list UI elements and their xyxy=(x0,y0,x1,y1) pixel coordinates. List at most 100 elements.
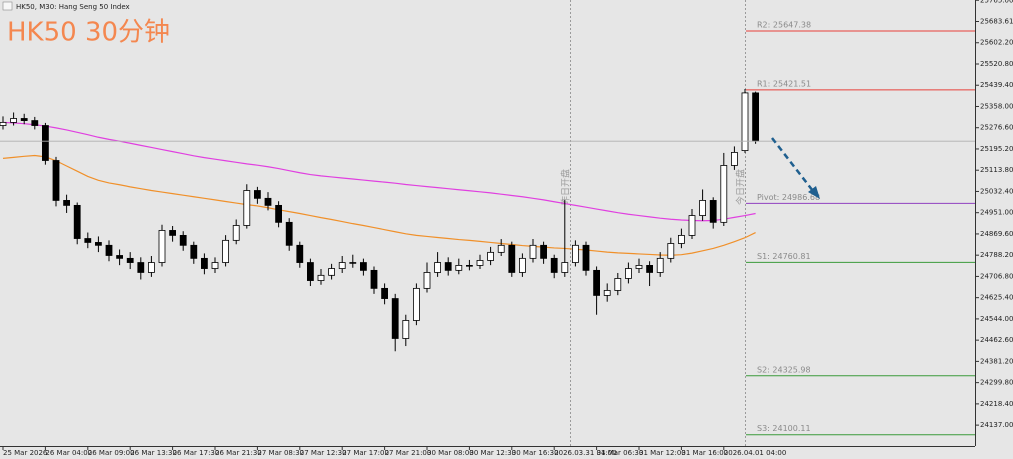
y-tick-label: 25032.40 xyxy=(980,187,1013,195)
candle-body xyxy=(10,118,18,123)
candle-body xyxy=(720,165,728,223)
candle-body xyxy=(232,225,240,241)
candle-body xyxy=(296,244,304,263)
candle-body xyxy=(667,243,675,259)
y-tick-label: 25520.80 xyxy=(980,60,1013,68)
x-tick-label: 27 Mar 17:00 xyxy=(342,449,389,457)
candle-body xyxy=(508,244,516,273)
y-tick-label: 24218.40 xyxy=(980,400,1013,408)
candle-body xyxy=(593,269,600,296)
candle-body xyxy=(519,257,526,273)
pivot-label: R1: 25421.51 xyxy=(757,79,811,88)
forecast-arrowhead xyxy=(808,186,820,199)
y-tick-label: 25113.80 xyxy=(980,166,1013,174)
candle-body xyxy=(105,244,113,256)
candle-body xyxy=(423,272,431,289)
candle-body xyxy=(497,244,505,253)
y-tick-label: 24706.80 xyxy=(980,272,1013,280)
x-tick-label: 27 Mar 21:00 xyxy=(385,449,432,457)
candle-body xyxy=(275,204,283,223)
candle-body xyxy=(328,268,336,276)
candle-body xyxy=(370,269,378,289)
candle-body xyxy=(253,190,261,199)
x-tick-label: 31 Mar 06:30 xyxy=(597,449,644,457)
plot-area: R2: 25647.38 R1: 25421.51 Pivot: 24986.68 S… xyxy=(0,20,975,436)
candle-body xyxy=(752,92,759,142)
pivot-label: S3: 24100.11 xyxy=(757,424,811,433)
candle-body xyxy=(52,160,60,201)
x-tick-label: 30 Mar 12:30 xyxy=(469,449,516,457)
candle-body xyxy=(709,200,717,223)
candle-body xyxy=(391,298,399,339)
candle-body xyxy=(264,197,272,206)
candle-body xyxy=(625,268,632,279)
candle-body xyxy=(190,244,198,259)
candle-body xyxy=(137,262,145,273)
pivot-label: R2: 25647.38 xyxy=(757,20,811,29)
candle-body xyxy=(158,230,166,263)
candle-body xyxy=(147,262,155,273)
candle-body xyxy=(465,265,473,267)
y-tick-label: 24462.60 xyxy=(980,336,1013,344)
candle-body xyxy=(73,204,81,239)
x-tick-label: 30 Mar 08:00 xyxy=(427,449,474,457)
y-tick-label: 25195.20 xyxy=(980,145,1013,153)
y-tick-label: 24869.60 xyxy=(980,230,1013,238)
x-tick-label: 26 Mar 21:30 xyxy=(215,449,262,457)
y-tick-label: 24544.00 xyxy=(980,315,1013,323)
x-tick-label: 30 Mar 16:30 xyxy=(512,449,559,457)
y-tick-label: 24381.20 xyxy=(980,357,1013,365)
y-tick-label: 25439.40 xyxy=(980,81,1013,89)
candle-body xyxy=(540,244,547,259)
y-tick-label: 25602.20 xyxy=(980,39,1013,47)
pivot-label: S2: 24325.98 xyxy=(757,365,811,374)
x-tick-label: 2026.04.01 04:00 xyxy=(724,449,786,457)
candle-body xyxy=(550,257,558,273)
candle-body xyxy=(0,121,7,126)
candle-body xyxy=(317,274,325,281)
candle-body xyxy=(31,120,39,126)
moving-average xyxy=(2,121,756,222)
candle-body xyxy=(603,290,611,296)
candle-body xyxy=(63,200,70,206)
candle-body xyxy=(20,118,28,121)
y-tick-label: 25358.00 xyxy=(980,102,1013,110)
candle-body xyxy=(741,92,749,151)
candle-body xyxy=(699,200,706,216)
candle-body xyxy=(402,320,410,339)
candle-body xyxy=(116,255,123,259)
candle-body xyxy=(731,152,738,166)
x-tick-label: 27 Mar 08:30 xyxy=(257,449,304,457)
candle-body xyxy=(678,234,685,244)
y-tick-label: 24625.40 xyxy=(980,294,1013,302)
x-tick-label: 26 Mar 17:30 xyxy=(173,449,220,457)
y-tick-label: 24951.00 xyxy=(980,209,1013,217)
y-tick-label: 25765.00 xyxy=(980,0,1013,4)
candle-body xyxy=(179,234,187,246)
candle-body xyxy=(211,262,219,269)
candle-body xyxy=(381,287,389,299)
candle-body xyxy=(656,257,664,273)
candle-body xyxy=(84,238,92,243)
candle-body xyxy=(444,262,452,271)
x-tick-label: 26 Mar 09:00 xyxy=(88,449,135,457)
x-tick-label: 31 Mar 12:00 xyxy=(639,449,686,457)
x-tick-label: 31 Mar 16:00 xyxy=(681,449,728,457)
candle-body xyxy=(572,244,579,263)
annotation: 今日开盘 xyxy=(735,169,747,205)
candle-body xyxy=(222,239,230,263)
pivot-label: S1: 24760.81 xyxy=(757,252,811,261)
x-tick-label: 26 Mar 04:00 xyxy=(45,449,92,457)
candle-body xyxy=(95,242,102,246)
chart-icon xyxy=(2,1,13,11)
candle-body xyxy=(42,125,49,161)
candle-body xyxy=(561,262,569,273)
candle-body xyxy=(455,265,463,271)
candle-body xyxy=(306,262,314,281)
candle-body xyxy=(126,257,134,263)
candle-body xyxy=(349,262,357,264)
candle-body xyxy=(338,262,346,269)
x-tick-label: 25 Mar 2026 xyxy=(3,449,48,457)
